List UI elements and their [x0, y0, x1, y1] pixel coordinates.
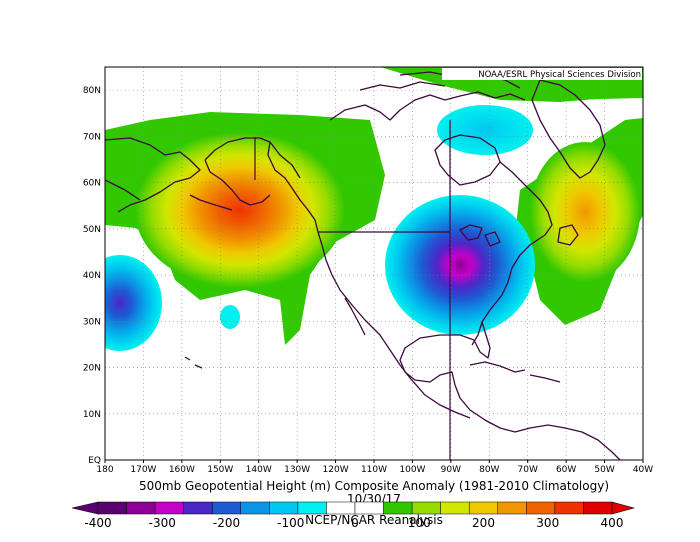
colorbar-swatch — [411, 501, 441, 515]
latitude-label: 50N — [83, 225, 101, 235]
map-title: 500mb Geopotential Height (m) Composite … — [139, 479, 609, 493]
longitude-label: 50W — [594, 465, 614, 475]
colorbar-swatch — [154, 501, 184, 515]
coastlines — [105, 71, 621, 460]
colorbar-swatch — [326, 501, 356, 515]
graticule — [105, 67, 643, 460]
colorbar-swatch — [354, 501, 384, 515]
latitude-label: 80N — [83, 86, 101, 96]
map-source: NCEP/NCAR Reanalysis — [305, 513, 443, 527]
trough-hudson-bay — [437, 105, 533, 155]
region-box — [254, 120, 451, 460]
colorbar-swatch — [211, 501, 242, 515]
longitude-label: 160W — [169, 465, 195, 475]
colorbar-swatch — [383, 501, 413, 515]
latitude-label: EQ — [88, 456, 101, 466]
anomaly-field — [105, 67, 643, 351]
longitude-label: 100W — [399, 465, 425, 475]
longitude-label: 150W — [207, 465, 233, 475]
colorbar-swatch — [497, 501, 527, 515]
credit-box — [442, 68, 642, 80]
trough-central-pacific — [105, 255, 162, 351]
longitude-label: 170W — [130, 465, 156, 475]
longitude-label: 120W — [323, 465, 349, 475]
colorbar-swatch — [526, 501, 556, 515]
colorbar-arrow-high — [611, 501, 636, 515]
ridge-core-atlantic — [530, 142, 640, 282]
colorbar-swatch — [583, 501, 613, 515]
latitude-labels: EQ 10N 20N 30N 40N 50N 60N 70N 80N — [83, 86, 101, 466]
longitude-label: 60W — [556, 465, 576, 475]
longitude-label: 80W — [479, 465, 499, 475]
colorbar-label: 300 — [536, 516, 559, 530]
colorbar-label: 100 — [408, 516, 431, 530]
longitude-label: 40W — [633, 465, 653, 475]
latitude-label: 40N — [83, 271, 101, 281]
longitude-label: 180 — [96, 465, 113, 475]
longitude-label: 70W — [518, 465, 538, 475]
colorbar-swatch — [183, 501, 213, 515]
latitude-label: 70N — [83, 132, 101, 142]
colorbar-swatch — [126, 501, 156, 515]
colorbar-swatch — [97, 501, 127, 515]
latitude-label: 30N — [83, 317, 101, 327]
longitude-label: 140W — [246, 465, 272, 475]
colorbar-swatch — [240, 501, 270, 515]
colorbar — [71, 501, 636, 515]
colorbar-label: 200 — [472, 516, 495, 530]
colorbar-swatch — [440, 501, 470, 515]
credit-text: NOAA/ESRL Physical Sciences Division — [478, 70, 641, 80]
colorbar-label: -200 — [213, 516, 240, 530]
colorbar-label: -400 — [84, 516, 111, 530]
trough-core-eastern-us — [385, 195, 535, 335]
latitude-label: 60N — [83, 179, 101, 189]
colorbar-label: 400 — [601, 516, 624, 530]
trough-small-pacific — [220, 305, 240, 329]
latitude-label: 20N — [83, 364, 101, 374]
colorbar-label: -300 — [149, 516, 176, 530]
longitude-label: 130W — [284, 465, 310, 475]
colorbar-swatch — [554, 501, 584, 515]
latitude-label: 10N — [83, 410, 101, 420]
longitude-label: 110W — [361, 465, 387, 475]
colorbar-swatch — [297, 501, 327, 515]
longitude-labels: 180 170W 160W 150W 140W 130W 120W 110W 100W 90W 80… — [96, 460, 653, 475]
colorbar-labels: -400 -300 -200 -100 0 100 200 300 400 — [84, 516, 623, 530]
ridge-core-gulf-of-alaska — [135, 132, 345, 288]
colorbar-swatch — [269, 501, 299, 515]
colorbar-swatch — [468, 501, 499, 515]
colorbar-arrow-low — [71, 501, 99, 515]
colorbar-label: -100 — [277, 516, 304, 530]
colorbar-label: 0 — [351, 516, 359, 530]
longitude-label: 90W — [441, 465, 461, 475]
